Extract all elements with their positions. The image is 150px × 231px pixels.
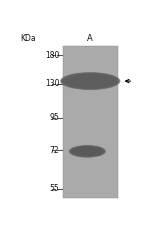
Ellipse shape xyxy=(71,146,104,157)
Ellipse shape xyxy=(72,147,103,156)
Ellipse shape xyxy=(73,147,102,155)
Ellipse shape xyxy=(67,75,114,87)
Ellipse shape xyxy=(74,148,101,155)
Ellipse shape xyxy=(69,145,105,157)
Ellipse shape xyxy=(62,73,118,89)
Ellipse shape xyxy=(66,75,115,87)
Ellipse shape xyxy=(68,76,112,86)
Ellipse shape xyxy=(65,75,115,88)
Text: 130: 130 xyxy=(45,79,59,88)
Ellipse shape xyxy=(70,146,105,157)
Ellipse shape xyxy=(61,73,119,89)
Text: 72: 72 xyxy=(50,146,59,155)
Ellipse shape xyxy=(69,145,106,158)
Text: 55: 55 xyxy=(50,184,59,193)
Ellipse shape xyxy=(61,73,120,90)
Text: 180: 180 xyxy=(45,51,59,60)
Ellipse shape xyxy=(71,146,103,156)
Ellipse shape xyxy=(67,76,113,87)
Ellipse shape xyxy=(64,74,116,88)
Ellipse shape xyxy=(64,74,117,88)
Text: KDa: KDa xyxy=(20,34,36,43)
Ellipse shape xyxy=(60,72,120,90)
Ellipse shape xyxy=(63,73,117,89)
Text: A: A xyxy=(87,34,93,43)
Text: 95: 95 xyxy=(50,113,59,122)
Bar xyxy=(63,46,118,198)
